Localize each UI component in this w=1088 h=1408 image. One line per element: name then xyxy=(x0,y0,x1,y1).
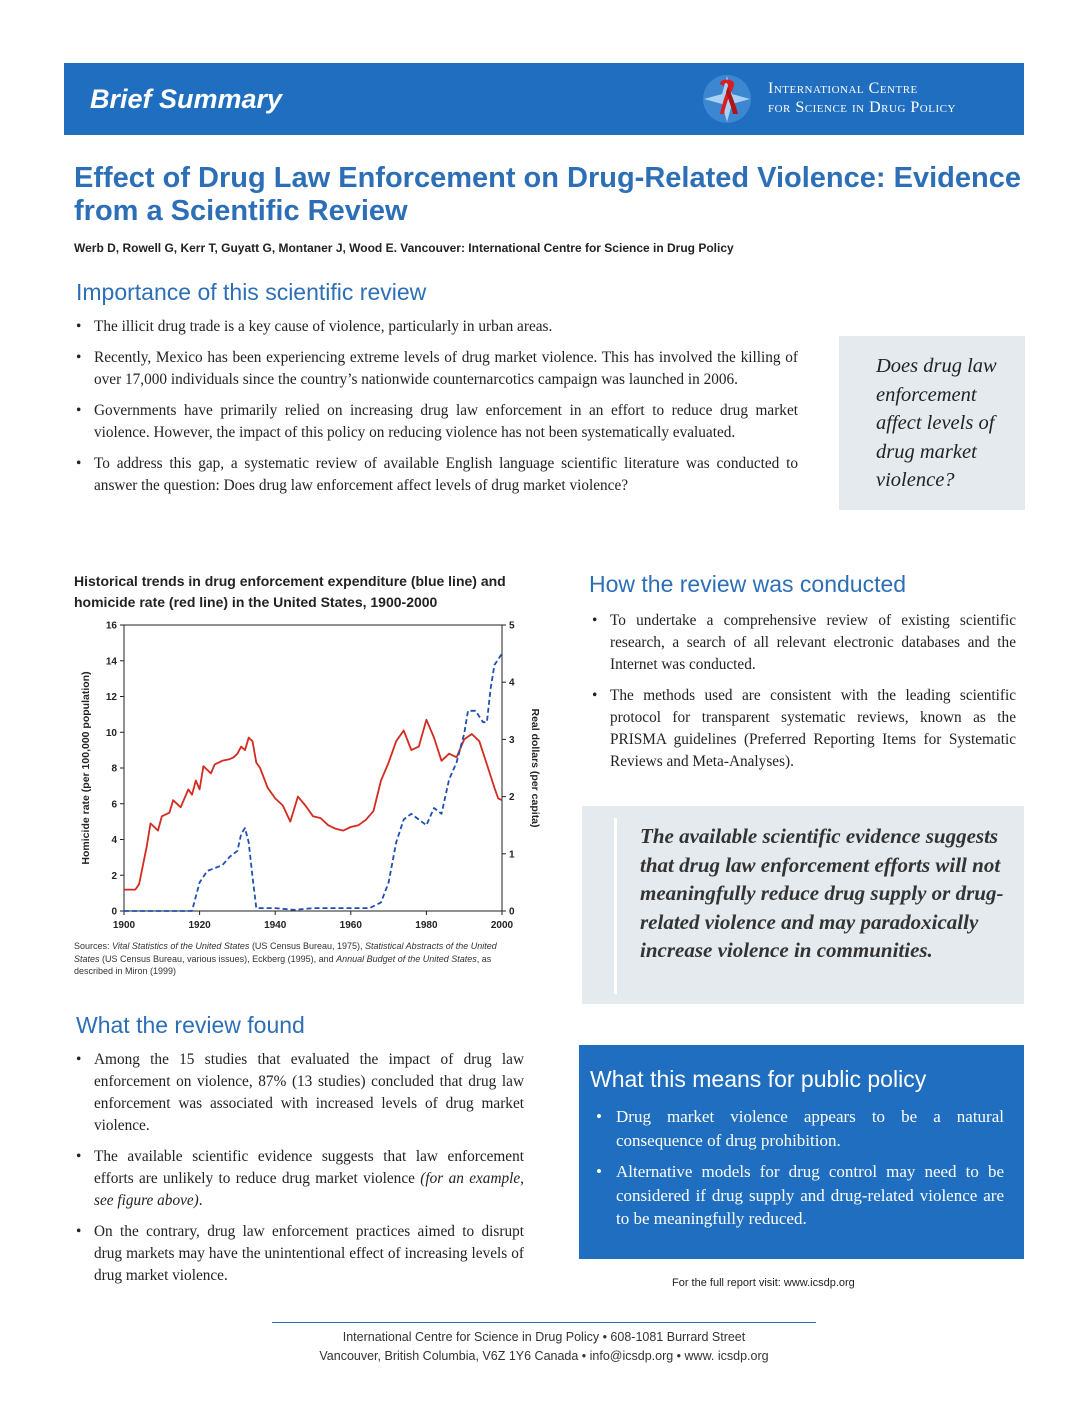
y-tick-label: 16 xyxy=(106,621,118,632)
banner-title: Brief Summary xyxy=(90,84,283,114)
x-tick-label: 1980 xyxy=(415,920,438,931)
y2-tick-label: 3 xyxy=(509,735,515,746)
list-item: Governments have primarily relied on inc… xyxy=(74,400,798,444)
list-item: The available scientific evidence sugges… xyxy=(74,1146,524,1212)
list-item: The illicit drug trade is a key cause of… xyxy=(74,316,798,338)
x-tick-label: 1900 xyxy=(113,920,136,931)
how-heading: How the review was conducted xyxy=(589,571,907,597)
evidence-callout-box xyxy=(582,806,1024,1004)
list-item: To undertake a comprehensive review of e… xyxy=(590,610,1016,676)
full-report-link[interactable]: For the full report visit: www.icsdp.org xyxy=(672,1277,855,1289)
y-tick-label: 4 xyxy=(111,835,117,846)
trend-chart: 1900 1920 1940 1960 1980 20000246810121416012… xyxy=(80,621,541,932)
question-callout-box xyxy=(839,336,1025,510)
importance-heading: Importance of this scientific review xyxy=(76,279,427,305)
page-title: Effect of Drug Law Enforcement on Drug-R… xyxy=(74,162,1021,227)
homicide-rate-line xyxy=(124,718,503,891)
policy-list: Drug market violence appears to be a nat… xyxy=(594,1105,1004,1239)
y-tick-label: 0 xyxy=(111,907,117,918)
found-heading: What the review found xyxy=(76,1012,305,1038)
found-list: Among the 15 studies that evaluated the … xyxy=(74,1049,524,1296)
y2-tick-label: 2 xyxy=(509,792,515,803)
policy-heading: What this means for public policy xyxy=(590,1066,927,1092)
y-tick-label: 2 xyxy=(111,871,117,882)
x-tick-label: 1940 xyxy=(264,920,287,931)
x-tick-label: 2000 xyxy=(491,920,514,931)
chart-title: Historical trends in drug enforcement ex… xyxy=(74,573,506,610)
header-banner xyxy=(64,63,1024,135)
list-item: Among the 15 studies that evaluated the … xyxy=(74,1049,524,1137)
org-name-line1: International Centre xyxy=(768,80,918,97)
y-tick-label: 12 xyxy=(106,692,118,703)
y-tick-label: 10 xyxy=(106,728,118,739)
chart-sources: Sources: Vital Statistics of the United … xyxy=(74,941,497,976)
x-tick-label: 1920 xyxy=(188,920,211,931)
y2-axis-label: Real dollars (per capita) xyxy=(529,708,541,827)
list-item: On the contrary, drug law enforcement pr… xyxy=(74,1221,524,1287)
org-name-line2: for Science in Drug Policy xyxy=(768,99,956,116)
list-item: Recently, Mexico has been experiencing e… xyxy=(74,347,798,391)
list-item: Drug market violence appears to be a nat… xyxy=(594,1105,1004,1152)
evidence-callout-text: The available scientific evidence sugges… xyxy=(640,824,1004,962)
y-tick-label: 8 xyxy=(111,764,117,775)
list-item: To address this gap, a systematic review… xyxy=(74,453,798,497)
list-item: Alternative models for drug control may … xyxy=(594,1160,1004,1231)
authors-citation: Werb D, Rowell G, Kerr T, Guyatt G, Mont… xyxy=(74,241,734,255)
footer-contact: Vancouver, British Columbia, V6Z 1Y6 Can… xyxy=(319,1349,769,1363)
y2-tick-label: 1 xyxy=(509,849,515,860)
y2-tick-label: 5 xyxy=(509,621,515,632)
y-tick-label: 14 xyxy=(106,656,118,667)
y2-tick-label: 4 xyxy=(509,678,515,689)
footer-divider xyxy=(272,1322,816,1323)
chart-plot-frame xyxy=(123,624,503,912)
y2-tick-label: 0 xyxy=(509,907,515,918)
icsdp-logo xyxy=(703,75,751,123)
y-axis-label: Homicide rate (per 100,000 population) xyxy=(80,671,92,864)
how-list: To undertake a comprehensive review of e… xyxy=(590,610,1016,782)
footer-address: International Centre for Science in Drug… xyxy=(342,1330,746,1344)
y-tick-label: 6 xyxy=(111,799,117,810)
list-item: The methods used are consistent with the… xyxy=(590,685,1016,773)
x-tick-label: 1960 xyxy=(340,920,363,931)
importance-list: The illicit drug trade is a key cause of… xyxy=(74,316,798,506)
question-callout-text: Does drug law enforcement affect levels … xyxy=(876,355,997,491)
enforcement-expenditure-line xyxy=(124,653,503,912)
callout-divider xyxy=(614,818,617,994)
